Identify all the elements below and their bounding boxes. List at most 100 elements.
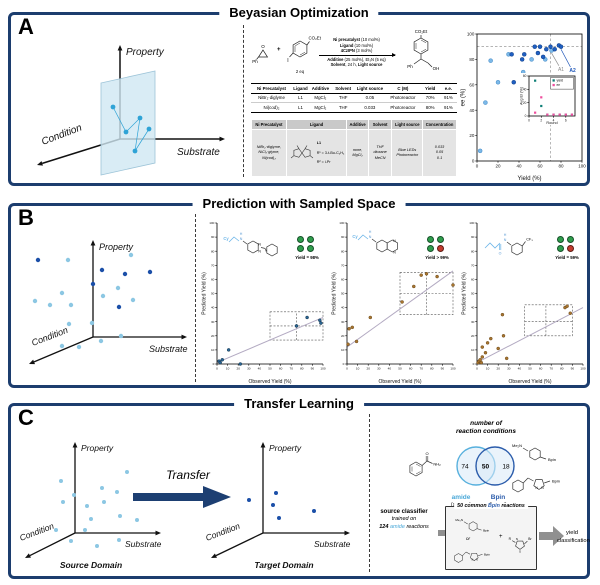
result-text: yield classification bbox=[557, 530, 590, 545]
svg-text:80: 80 bbox=[300, 366, 304, 370]
svg-text:yield: yield bbox=[557, 78, 564, 82]
svg-text:80: 80 bbox=[560, 366, 564, 370]
t1-header: C (M) bbox=[385, 83, 421, 94]
svg-text:100: 100 bbox=[320, 366, 325, 370]
svg-text:Condition: Condition bbox=[40, 122, 84, 148]
t2-additives: none, MgCl₂ bbox=[347, 130, 368, 176]
results-table-wrap: Ni Precatalyst Ligand Additive Solvent Light… bbox=[251, 83, 457, 113]
svg-text:100: 100 bbox=[450, 366, 455, 370]
svg-text:100: 100 bbox=[467, 32, 475, 37]
svg-text:Condition: Condition bbox=[18, 521, 55, 543]
t1-header: Additive bbox=[309, 83, 332, 94]
svg-text:80: 80 bbox=[211, 249, 215, 253]
t1-cell: MgCl₂ bbox=[309, 102, 332, 113]
quinoxaline-n2: N bbox=[393, 251, 396, 255]
panel-a-label: A bbox=[18, 14, 34, 39]
svg-text:100: 100 bbox=[580, 366, 585, 370]
svg-text:70: 70 bbox=[471, 263, 475, 267]
ring-n2: N bbox=[258, 250, 261, 254]
t2-h-solvent: Solvent bbox=[368, 120, 392, 129]
venn-left-count: 74 bbox=[461, 464, 469, 471]
o-atom-3: O bbox=[499, 252, 502, 256]
box-title-prefix: 50 common bbox=[457, 503, 487, 509]
svg-text:A2: A2 bbox=[569, 68, 576, 74]
svg-text:10: 10 bbox=[471, 348, 475, 352]
panel-transfer-learning: Transfer Learning C Property Substrate Con… bbox=[8, 396, 590, 579]
svg-text:80: 80 bbox=[558, 164, 564, 169]
ester-label: CO₂Et bbox=[308, 35, 321, 40]
svg-text:0: 0 bbox=[473, 362, 475, 366]
svg-text:80: 80 bbox=[469, 57, 475, 62]
result-line1: yield bbox=[566, 530, 578, 536]
cond5-bold2: Light source bbox=[357, 62, 383, 68]
green-circle-icon bbox=[427, 236, 434, 243]
t1-cell: Photoreactor bbox=[385, 102, 421, 113]
cond3-rest: (3 mol%) bbox=[354, 47, 373, 53]
source-classifier-text: source classifier trained on 124 amide r… bbox=[371, 508, 437, 531]
h-atom-3: H bbox=[504, 233, 507, 237]
t2-concentrations: 0.033 0.05 0.1 bbox=[423, 130, 456, 176]
box-title-bpin: Bpin bbox=[488, 503, 500, 509]
classifier-line2: trained on bbox=[391, 516, 417, 523]
t2-ligand-cell: L1 R¹ = 3-t-Bu-C₆H₄ R² = i-Pr bbox=[286, 130, 347, 176]
svg-text:90: 90 bbox=[571, 366, 575, 370]
search-space-table-wrap: Ni Precatalyst Ligand Additive Solvent L… bbox=[251, 119, 457, 177]
svg-text:40: 40 bbox=[211, 306, 215, 310]
classifier-line1: source classifier bbox=[380, 509, 428, 515]
ligand-text: L1 R¹ = 3-t-Bu-C₆H₄ R² = i-Pr bbox=[317, 136, 345, 170]
classifier-line3: 124 amide reactions bbox=[371, 524, 437, 531]
panel-prediction-sampled-space: Prediction with Sampled Space B Property… bbox=[8, 196, 590, 388]
t1-header: Ni Precatalyst bbox=[251, 83, 292, 94]
svg-text:Substrate: Substrate bbox=[314, 539, 351, 549]
cond5-bold1: Solvent bbox=[330, 62, 346, 68]
t2-h-additive: Additive bbox=[347, 120, 368, 129]
reaction-conditions: Ni precatalyst (10 mol%) Ligand (10 mol%… bbox=[318, 37, 396, 68]
svg-text:6: 6 bbox=[565, 118, 567, 122]
svg-text:10: 10 bbox=[226, 366, 230, 370]
svg-text:Substrate: Substrate bbox=[177, 147, 220, 158]
venn-title-line2: reaction conditions bbox=[456, 428, 516, 436]
svg-text:60: 60 bbox=[539, 366, 543, 370]
svg-text:0: 0 bbox=[343, 362, 345, 366]
svg-text:20: 20 bbox=[366, 366, 370, 370]
bpin2-label: Bpin bbox=[552, 479, 560, 484]
box-me2n-label: Me₂N bbox=[455, 518, 463, 522]
svg-text:Avg EI (%): Avg EI (%) bbox=[519, 86, 523, 105]
plus-text: + bbox=[499, 534, 503, 540]
svg-text:70: 70 bbox=[211, 263, 215, 267]
yield-caption-3: Yield = 59% bbox=[555, 255, 579, 260]
green-circle-icon bbox=[297, 236, 304, 243]
condition-line-1: Ni precatalyst (10 mol%) bbox=[319, 37, 395, 42]
classifier-count: 124 bbox=[379, 523, 389, 530]
panel-bayesian-optimization: Beyasian Optimization A Property Substrat… bbox=[8, 5, 590, 186]
svg-text:80: 80 bbox=[430, 366, 434, 370]
epoxide-molecule: O Ph bbox=[252, 44, 269, 64]
yield-caption-1: Yield = 98% bbox=[295, 255, 319, 260]
svg-text:20: 20 bbox=[471, 334, 475, 338]
reaction-scheme: O Ph + I CO₂Et 2 eq Ni precatalyst (10 m… bbox=[251, 25, 457, 80]
panel-a-title: Beyasian Optimization bbox=[219, 5, 379, 20]
t1-cell: NiBr₂·diglyme bbox=[251, 93, 292, 104]
svg-text:0: 0 bbox=[216, 366, 218, 370]
svg-text:0: 0 bbox=[476, 164, 479, 169]
box-title-suffix: reactions bbox=[501, 503, 525, 509]
classifier-amide: amide bbox=[389, 523, 405, 530]
transfer-label: Transfer bbox=[166, 468, 210, 482]
svg-text:90: 90 bbox=[471, 235, 475, 239]
bpin-molecule-1: Me₂N Bpin bbox=[512, 443, 556, 462]
svg-text:ee: ee bbox=[557, 83, 561, 87]
t1-cell: 0.05 bbox=[354, 93, 386, 104]
table-row: NiBr₂·diglyme L1 MgCl₂ THF 0.05 Photoreactor 7… bbox=[251, 93, 457, 104]
classification-dots-1 bbox=[297, 236, 315, 252]
svg-text:60: 60 bbox=[469, 82, 475, 87]
svg-text:30: 30 bbox=[341, 320, 345, 324]
svg-text:40: 40 bbox=[258, 366, 262, 370]
svg-text:Property: Property bbox=[81, 443, 114, 453]
panel-a-divider bbox=[243, 25, 244, 177]
svg-text:90: 90 bbox=[341, 235, 345, 239]
t1-cell: 91% bbox=[439, 93, 457, 104]
t2-light-sources: Blue LEDs Photoreactor bbox=[392, 130, 423, 176]
thiazole-r-label: R bbox=[509, 537, 512, 541]
svg-text:40: 40 bbox=[518, 366, 522, 370]
